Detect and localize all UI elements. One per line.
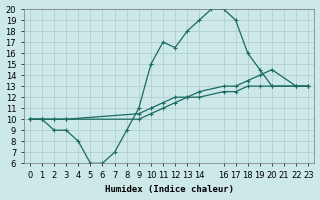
X-axis label: Humidex (Indice chaleur): Humidex (Indice chaleur) [105, 185, 234, 194]
